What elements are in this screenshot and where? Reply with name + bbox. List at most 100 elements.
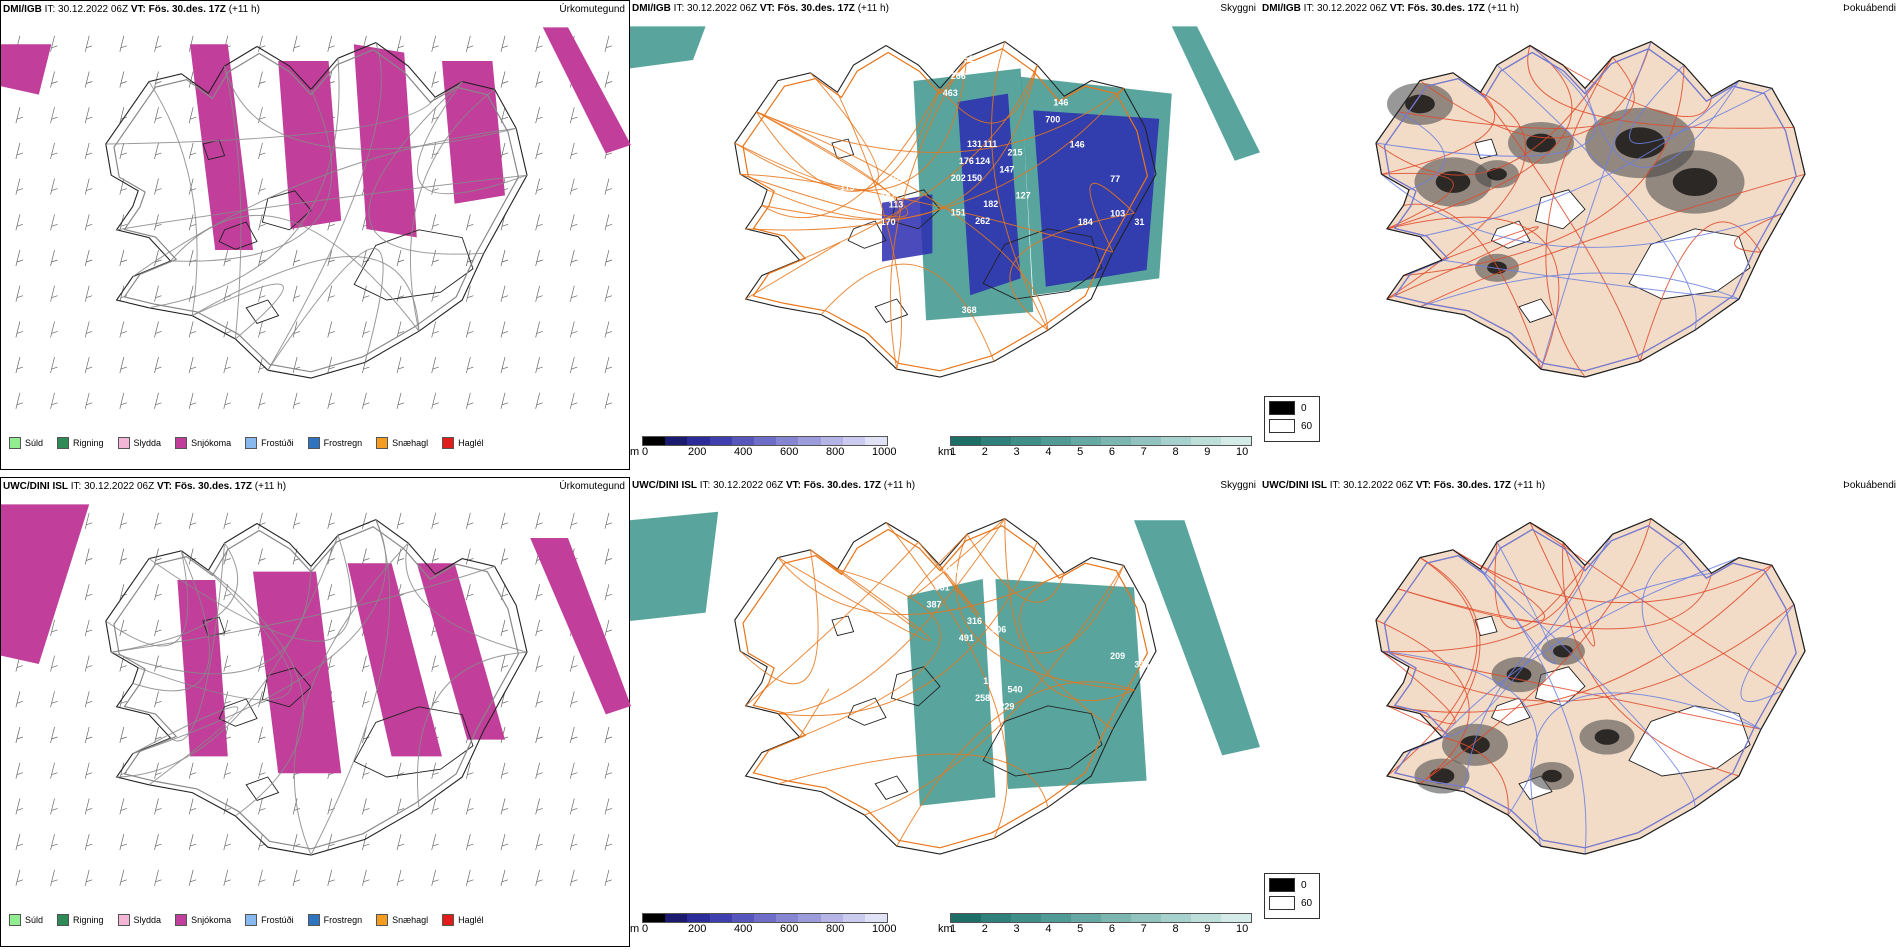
visibility-label: 147 [999,165,1014,175]
wind-barb-flag [328,629,335,633]
colorbar-step [776,437,799,445]
glacier-outline [874,775,909,800]
wind-barb [15,178,21,195]
wind-barb [223,357,229,374]
wind-barb-flag [536,629,543,633]
wind-barb [466,584,471,601]
road-line [1397,111,1446,191]
wind-barb [431,71,437,88]
wind-barb [431,357,437,374]
road-line [1089,183,1135,253]
wind-barb-flag [120,558,127,561]
glacier-outline [218,221,258,250]
legend-swatch [307,437,320,449]
wind-barb-flag [501,772,509,776]
row1-col1-map [1,27,631,409]
visibility-label: 700 [1045,115,1060,125]
wind-barb [327,35,333,52]
wind-barb [188,321,194,338]
wind-barb-flag [605,402,613,406]
legend-swatch [9,437,21,449]
colorbar-step [842,437,865,445]
wind-barb-flag [259,558,266,561]
legend-item: Súld [9,914,43,926]
row1-col3-title: Þokuábendi [1843,3,1896,14]
wind-barb [154,726,159,744]
row1-col3-model: DMI/IGB [1262,3,1301,14]
visibility-label: 215 [1008,147,1023,157]
wind-barb-flag [86,331,93,334]
row1-col2-m-colorbar-tick: 800 [826,446,845,458]
wind-barb [154,834,159,851]
road-line [191,256,420,332]
wind-barb-flag [605,366,613,370]
wind-barb [500,762,506,779]
wind-barb-flag [190,772,197,776]
shaded-region [1,504,90,664]
wind-barb-flag [571,843,578,847]
coastline [1375,40,1806,378]
row2-col2-km-colorbar-tick: 1 [950,923,957,935]
wind-barb-flag [155,81,162,84]
wind-barb-flag [501,295,509,299]
glacier-outline [1490,697,1531,726]
wind-barb-flag [16,223,24,227]
visibility-label: 176 [959,156,974,166]
wind-barb [569,249,575,267]
wind-barb-flag [432,402,439,406]
wind-barb-flag [363,295,370,299]
wind-barb [154,285,159,302]
wind-barb [154,691,159,708]
wind-barb-flag [51,843,58,847]
wind-barb [292,512,298,529]
wind-barb [396,512,402,529]
road-line [105,550,189,647]
wind-barb-flag [501,629,509,633]
shaded-region [1171,26,1260,161]
wind-barb-flag [363,665,370,668]
wind-barb [431,35,437,52]
wind-barb [15,142,21,159]
shaded-region [907,579,996,806]
legend-label: Slydda [133,438,162,448]
wind-barb-flag [155,879,162,883]
legend-swatch [307,914,320,926]
wind-barb [466,357,471,374]
wind-barb-flag [397,772,405,776]
road-line [1441,259,1740,300]
wind-barb [15,762,21,779]
wind-barb-flag [501,45,509,49]
wind-barb-flag [51,366,58,370]
wind-barb-flag [571,772,578,776]
wind-barb-flag [224,558,231,561]
wind-barb-flag [51,259,58,263]
shaded-region [542,27,631,154]
row2-col3-it-label: IT: [1329,480,1341,491]
fog-core [1487,167,1507,181]
wind-barb-flag [605,558,613,561]
legend-label: Snæhagl [392,438,429,448]
colorbar-step [864,437,888,445]
wind-barb [535,584,540,601]
wind-barb-flag [224,843,231,847]
road-line [734,57,968,191]
row2-col2-km-colorbar-tick: 5 [1077,923,1084,935]
wind-barb-flag [259,295,266,299]
wind-barb [362,655,367,672]
wind-barb [292,285,298,302]
wind-barb-flag [293,295,301,299]
visibility-km-areas [630,26,1260,321]
row2-col3-panel: UWC/DINI ISL IT: 30.12.2022 06Z VT: Fös.… [1260,477,1900,947]
row1-col2-km-colorbar-tick: 1 [950,446,957,458]
road-line [1545,56,1613,378]
wind-barb-flag [467,295,474,299]
snowfall-areas [1,504,631,774]
fog-core [1405,94,1435,114]
wind-barb [396,798,402,815]
row1-col2-km-colorbar-tick: 2 [981,446,988,458]
wind-barb-flag [536,522,543,526]
row1-col2-km-colorbar [950,436,1252,446]
wind-barb-flag [86,808,93,811]
row2-col1-title: Úrkomutegund [559,481,625,492]
wind-barb-flag [86,295,93,299]
